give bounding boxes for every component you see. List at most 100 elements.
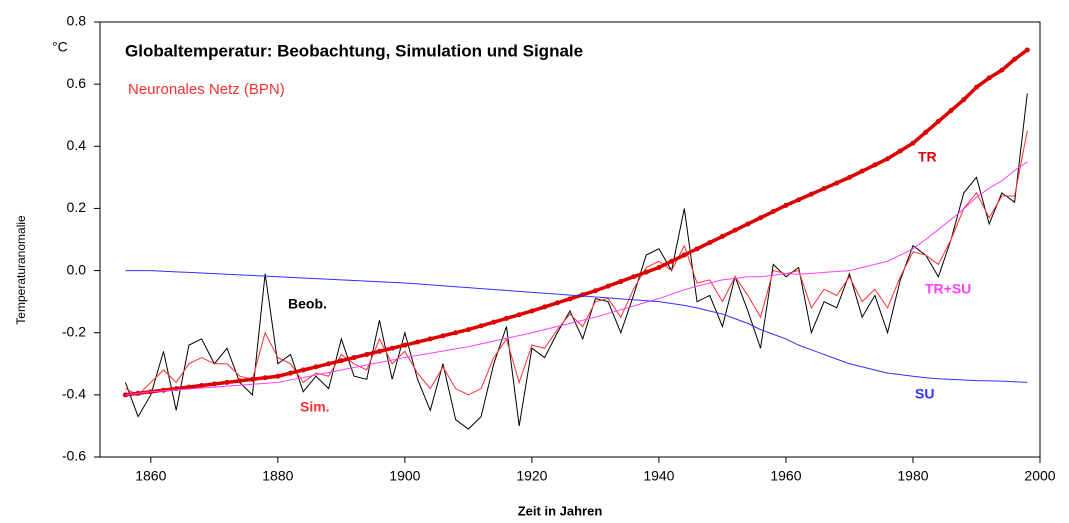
series-marker [923, 129, 929, 135]
series-marker [846, 174, 852, 180]
series-marker [415, 339, 421, 345]
plot-frame [99, 21, 1041, 458]
series-marker [910, 140, 916, 146]
series-line [125, 130, 1028, 396]
series-marker [631, 274, 637, 280]
series-marker [224, 379, 230, 385]
series-marker [986, 75, 992, 81]
y-axis-label: Temperaturanomalie [14, 215, 28, 325]
series-marker [542, 304, 548, 310]
series-marker [554, 300, 560, 306]
series-marker [999, 67, 1005, 73]
y-tick-label: 0.2 [67, 199, 87, 215]
series-marker [529, 308, 535, 314]
unit: °C [52, 39, 68, 55]
series-marker [669, 258, 675, 264]
series-marker [796, 197, 802, 203]
series-marker [707, 240, 713, 246]
series-marker [338, 358, 344, 364]
series-marker [897, 148, 903, 154]
series-marker [948, 108, 954, 114]
y-tick-label: 0.4 [67, 137, 87, 153]
series-marker [732, 227, 738, 233]
series-label: TR [918, 149, 937, 165]
x-axis-label: Zeit in Jahren [518, 503, 603, 518]
series-marker [491, 319, 497, 325]
series-marker [656, 264, 662, 270]
series-marker [465, 327, 471, 333]
series-marker [592, 288, 598, 294]
x-tick-label: 1960 [770, 468, 801, 484]
x-tick-label: 1900 [389, 468, 420, 484]
series-marker [478, 323, 484, 329]
series-marker [516, 312, 522, 318]
series-label: Beob. [288, 296, 327, 312]
x-tick-label: 1940 [643, 468, 674, 484]
series-marker [161, 387, 167, 393]
series-label: TR+SU [925, 281, 971, 297]
series-marker [605, 283, 611, 289]
series-line [125, 48, 1029, 397]
y-tick-label: -0.2 [62, 323, 86, 339]
chart-title: Globaltemperatur: Beobachtung, Simulatio… [125, 41, 583, 60]
series-marker [935, 118, 941, 124]
series-marker [211, 381, 217, 387]
series-label: Sim. [300, 399, 330, 415]
series-marker [758, 215, 764, 221]
series-marker [1012, 56, 1018, 62]
series-marker [719, 233, 725, 239]
x-tick-label: 1880 [262, 468, 293, 484]
series-marker [389, 345, 395, 351]
series-marker [453, 330, 459, 336]
series-marker [681, 252, 687, 258]
series-marker [503, 315, 509, 321]
series-marker [821, 186, 827, 192]
series-marker [326, 361, 332, 367]
series-marker [351, 355, 357, 361]
series-marker [770, 209, 776, 215]
series-line [125, 161, 1028, 396]
x-tick-label: 1980 [897, 468, 928, 484]
series-marker [859, 168, 865, 174]
x-tick-label: 2000 [1024, 468, 1055, 484]
series-marker [783, 202, 789, 208]
series-marker [376, 348, 382, 354]
y-tick-label: 0.6 [67, 75, 87, 91]
subtitle: Neuronales Netz (BPN) [128, 81, 285, 98]
series-marker [885, 156, 891, 162]
series-marker [427, 336, 433, 342]
y-tick-label: 0.0 [67, 261, 87, 277]
series-marker [402, 342, 408, 348]
y-tick-label: -0.6 [62, 448, 86, 464]
series-line [124, 93, 1028, 430]
series-marker [262, 375, 268, 381]
series-marker [249, 376, 255, 382]
series-label: SU [915, 386, 934, 402]
series-marker [275, 373, 281, 379]
series-marker [618, 278, 624, 284]
x-tick-label: 1920 [516, 468, 547, 484]
series-marker [288, 370, 294, 376]
y-tick-label: -0.4 [62, 386, 86, 402]
series-marker [643, 269, 649, 275]
series-marker [440, 333, 446, 339]
series-marker [199, 383, 205, 389]
series-marker [872, 162, 878, 168]
series-marker [237, 378, 243, 384]
series-marker [745, 221, 751, 227]
series-line [125, 270, 1028, 383]
series-marker [364, 351, 370, 357]
series-marker [186, 384, 192, 390]
series-marker [1024, 47, 1030, 53]
series-marker [973, 84, 979, 90]
series-marker [300, 367, 306, 373]
series-marker [694, 246, 700, 252]
series-marker [313, 364, 319, 370]
series-marker [834, 180, 840, 186]
series-marker [567, 296, 573, 302]
y-tick-label: 0.8 [67, 13, 87, 29]
series-marker [808, 191, 814, 197]
x-tick-label: 1860 [135, 468, 166, 484]
series-marker [961, 97, 967, 103]
